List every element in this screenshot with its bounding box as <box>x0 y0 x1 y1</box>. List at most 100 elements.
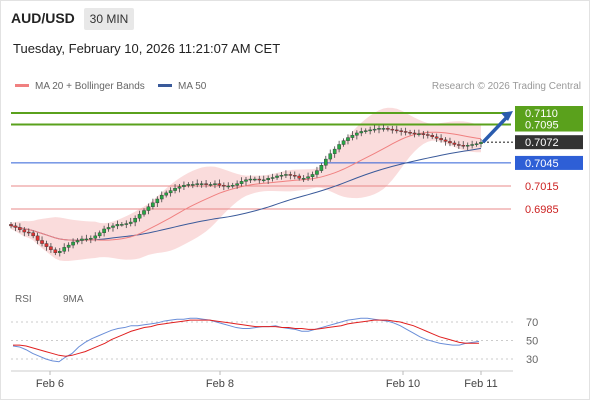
candle-body <box>9 224 13 227</box>
x-tick-label: Feb 11 <box>464 378 497 390</box>
candle-body <box>204 183 208 185</box>
candle-body <box>465 145 470 147</box>
candle-body <box>31 232 35 237</box>
candle-body <box>350 135 355 138</box>
candle-body <box>275 175 279 178</box>
candle-body <box>346 137 350 141</box>
candle-body <box>301 178 306 180</box>
candle-body <box>306 176 310 179</box>
candle-body <box>49 246 53 250</box>
level-label-0.6985: 0.6985 <box>525 204 559 216</box>
level-label-0.7045: 0.7045 <box>525 158 559 170</box>
candle-body <box>430 135 435 138</box>
candle-body <box>18 227 22 230</box>
candle-body <box>115 224 120 227</box>
candle-body <box>133 218 137 223</box>
candle-body <box>84 238 89 241</box>
candle-body <box>124 223 129 225</box>
ma50-label: MA 50 <box>178 81 207 92</box>
candle-body <box>195 183 200 185</box>
candle-body <box>168 190 173 194</box>
level-box-0.7072 <box>515 135 583 150</box>
level-box-0.7095 <box>515 117 583 132</box>
candle-body <box>328 153 333 160</box>
candle-body <box>390 128 395 131</box>
candle-body <box>89 237 93 240</box>
candle-body <box>13 225 18 228</box>
candle-body <box>386 128 390 130</box>
candle-body <box>452 142 457 145</box>
candle-body <box>266 178 270 181</box>
candle-body <box>319 165 324 171</box>
candle-body <box>164 192 168 196</box>
rsi-label: RSI <box>15 294 32 305</box>
legend-ma50: MA 50 <box>158 81 206 92</box>
candle-body <box>310 174 315 177</box>
candle-body <box>253 178 257 181</box>
candle-body <box>71 241 75 246</box>
candle-body <box>186 184 191 186</box>
candle-body <box>173 188 177 191</box>
candle-body <box>248 178 253 181</box>
candle-body <box>111 225 115 228</box>
level-label-0.7072: 0.7072 <box>525 137 559 149</box>
level-label-0.7095: 0.7095 <box>525 120 559 132</box>
candle-body <box>332 148 337 154</box>
candle-body <box>22 229 27 233</box>
candle-body <box>97 232 102 237</box>
candle-body <box>448 141 452 144</box>
level-label-0.7015: 0.7015 <box>525 181 559 193</box>
candle-body <box>377 128 381 130</box>
candle-body <box>44 243 49 247</box>
candle-body <box>324 158 328 166</box>
candle-body <box>57 251 62 253</box>
candle-body <box>177 186 182 189</box>
forecast-arrow-shaft <box>481 113 511 144</box>
candle-body <box>359 131 364 134</box>
legend-rsi: RSI <box>15 294 32 305</box>
candle-body <box>151 202 155 207</box>
timestamp: Tuesday, February 10, 2026 11:21:07 AM C… <box>13 41 281 56</box>
candle-body <box>270 177 275 179</box>
candle-body <box>120 224 124 226</box>
candle-body <box>408 131 412 134</box>
ma20-line <box>10 131 482 241</box>
candle-body <box>279 175 284 177</box>
candle-body <box>461 145 466 147</box>
candle-body <box>372 128 377 131</box>
candle-body <box>213 183 217 185</box>
symbol-title: AUD/USD <box>11 10 75 26</box>
level-label-0.7110: 0.7110 <box>525 108 558 120</box>
legend-ma20: MA 20 + Bollinger Bands <box>15 81 145 92</box>
forecast-arrow-head <box>501 111 513 121</box>
candle-body <box>106 227 111 230</box>
candle-body <box>403 131 408 133</box>
rsi-line <box>12 317 480 363</box>
level-box-0.7045 <box>515 155 583 170</box>
candle-body <box>394 129 399 132</box>
candle-body <box>26 231 31 234</box>
rsi-ma-line <box>13 319 479 357</box>
candle-body <box>474 143 479 145</box>
candle-body <box>412 132 417 135</box>
candle-body <box>457 144 461 146</box>
candle-body <box>297 175 302 179</box>
candle-body <box>159 194 164 200</box>
candle-body <box>470 144 474 146</box>
candle-body <box>434 136 439 139</box>
candle-body <box>199 183 204 185</box>
candle-body <box>261 179 266 182</box>
ma20-label: MA 20 + Bollinger Bands <box>35 81 145 92</box>
candle-body <box>208 184 213 186</box>
ma9-label: 9MA <box>63 294 84 305</box>
candle-body <box>226 185 231 188</box>
timeframe-button[interactable]: 30 MIN <box>84 8 134 30</box>
candle-body <box>128 221 133 224</box>
candle-body <box>93 235 98 239</box>
candle-body <box>337 144 341 150</box>
candle-body <box>222 184 226 187</box>
candle-body <box>479 141 483 144</box>
x-tick-label: Feb 10 <box>386 378 420 390</box>
legend-9ma: 9MA <box>63 294 84 305</box>
credit-text: Research © 2026 Trading Central <box>431 81 581 92</box>
